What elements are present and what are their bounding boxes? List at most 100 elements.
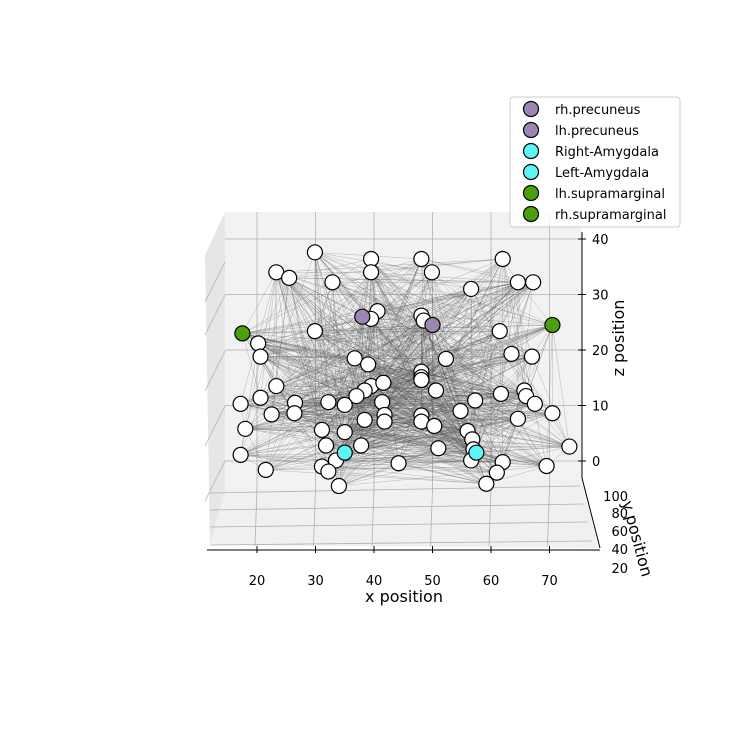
edge (294, 288, 472, 414)
legend: rh.precuneus lh.precuneus Right-Amygdala Le… (509, 96, 681, 228)
edge (361, 356, 533, 446)
highlight-node-right-amygdala (336, 444, 353, 461)
node-point (538, 457, 555, 475)
node-point (263, 406, 280, 423)
edge (472, 395, 527, 440)
edge (362, 316, 472, 461)
x-axis-label: x position (365, 587, 443, 606)
edge (431, 272, 476, 401)
edge (276, 272, 345, 406)
edge (240, 324, 553, 456)
edge (531, 356, 570, 447)
node-point (494, 250, 511, 268)
edge (294, 404, 345, 414)
edge (361, 445, 570, 447)
edge (421, 415, 547, 467)
edge (242, 333, 527, 397)
node-point (232, 395, 249, 412)
edge (344, 452, 547, 467)
edge (467, 430, 570, 447)
x-floor-grid-line (488, 487, 492, 547)
edge (368, 324, 433, 365)
edge (260, 282, 534, 357)
edge (421, 315, 553, 326)
x-tick-label: 30 (307, 574, 324, 589)
edge (421, 421, 547, 467)
edge (258, 343, 365, 391)
edge (326, 430, 468, 446)
node-point (463, 280, 480, 298)
highlight-node-lh-precuneus (424, 316, 441, 334)
edge (371, 258, 422, 273)
edge (258, 330, 500, 344)
x-tick-label: 70 (541, 574, 558, 589)
node-point (353, 437, 370, 454)
edge (382, 324, 553, 403)
edge (260, 272, 432, 357)
edge (260, 353, 512, 357)
edge (265, 429, 323, 471)
node-point (286, 405, 303, 422)
z-tick-label: 40 (592, 233, 609, 248)
node-point (252, 389, 269, 406)
edge (242, 258, 372, 334)
node-point (437, 350, 455, 367)
node-point (346, 350, 363, 367)
node-point (544, 405, 561, 422)
highlight-node-rh-precuneus (354, 308, 371, 325)
legend-label: lh.supramarginal (555, 187, 665, 202)
legend-marker (522, 184, 540, 202)
z-tick-label: 10 (592, 400, 609, 415)
side-grid-line (204, 460, 226, 502)
edge (325, 425, 435, 446)
side-grid-line (204, 294, 226, 336)
edge (502, 446, 570, 463)
legend-box (509, 96, 681, 228)
edge (338, 452, 477, 487)
y-tick-label: 80 (611, 507, 628, 522)
edge (242, 333, 503, 463)
edge (398, 461, 503, 464)
node-point (320, 394, 337, 411)
edge (276, 272, 422, 316)
node-point (467, 392, 484, 409)
edge (398, 463, 497, 473)
edge (314, 252, 553, 326)
edge (384, 324, 433, 416)
node-point (526, 395, 543, 412)
y-tick-label: 40 (611, 543, 628, 558)
edge (260, 371, 422, 398)
edge (517, 282, 527, 397)
edge (260, 356, 422, 372)
edge (265, 324, 553, 471)
edge (364, 324, 553, 391)
edge (362, 316, 384, 383)
node-point (488, 464, 505, 481)
edge (475, 258, 503, 401)
edge (260, 272, 433, 398)
edge (338, 379, 422, 487)
edge (368, 330, 500, 365)
y-tick-label: 60 (611, 525, 628, 540)
edge (423, 320, 502, 394)
edge (276, 377, 422, 387)
legend-label: Left-Amygdala (555, 166, 649, 181)
legend-marker (522, 100, 540, 118)
edge (245, 428, 570, 447)
legend-label: rh.precuneus (555, 103, 641, 118)
edge (258, 320, 424, 344)
x-floor-grid-line (254, 487, 258, 547)
edge (265, 445, 327, 471)
y-floor-grid-line (209, 503, 585, 511)
highlighted-nodes (234, 308, 561, 461)
legend-label: lh.precuneus (555, 124, 639, 139)
edge (476, 331, 500, 453)
edge (242, 272, 277, 334)
edge (362, 316, 372, 387)
z-axis-label: z position (609, 300, 628, 377)
edge (370, 272, 533, 357)
edge (476, 418, 519, 453)
node-point (232, 446, 249, 463)
edge (445, 353, 512, 360)
